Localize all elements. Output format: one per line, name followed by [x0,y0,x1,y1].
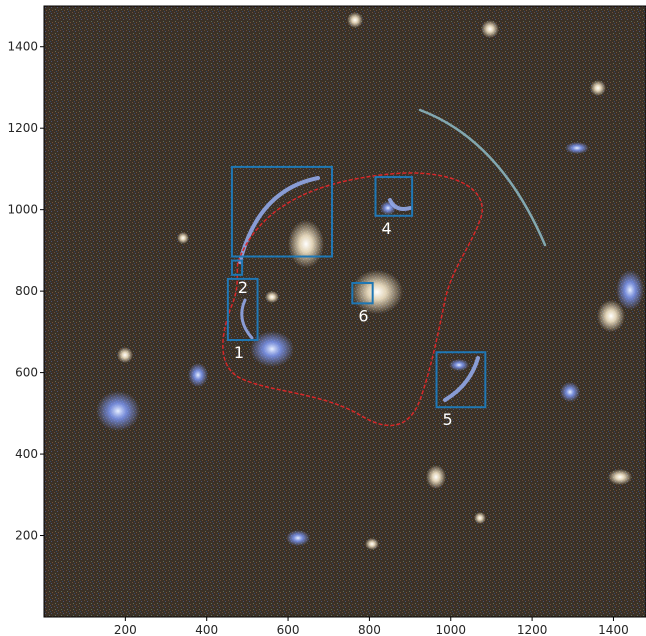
region-box [230,165,333,258]
region-label: 6 [358,306,368,325]
y-tick-label: 1200 [7,121,38,135]
x-axis-ticks: 200 400 600 800 1000 1200 1400 [114,617,629,636]
region-box [351,281,374,305]
y-axis-ticks: 200 400 600 800 1000 1200 1400 [7,40,44,543]
axes-frame [43,5,646,618]
region-label: 4 [382,219,392,238]
region-boxes [226,165,487,409]
x-tick-label: 800 [358,623,381,636]
region-box [435,351,487,409]
x-tick-label: 1000 [435,623,466,636]
critical-curve [222,172,483,427]
y-tick-label: 400 [15,447,38,461]
y-tick-label: 600 [15,366,38,380]
region-label: 1 [234,343,244,362]
region-box [226,277,259,342]
region-label: 2 [238,278,248,297]
region-box [230,259,244,276]
x-tick-label: 1200 [517,623,548,636]
x-tick-label: 200 [114,623,137,636]
y-tick-label: 1400 [7,40,38,54]
region-label: 5 [443,410,453,429]
region-box [374,176,414,217]
y-tick-label: 800 [15,284,38,298]
region-labels: 1 2 4 5 6 [234,219,453,429]
lensed-arcs [238,108,547,402]
x-tick-label: 600 [277,623,300,636]
y-tick-label: 200 [15,529,38,543]
y-tick-label: 1000 [7,203,38,217]
x-tick-label: 1400 [598,623,629,636]
galaxies [96,12,644,550]
image-panel: 1 2 4 5 6 [44,6,646,617]
x-tick-label: 400 [195,623,218,636]
